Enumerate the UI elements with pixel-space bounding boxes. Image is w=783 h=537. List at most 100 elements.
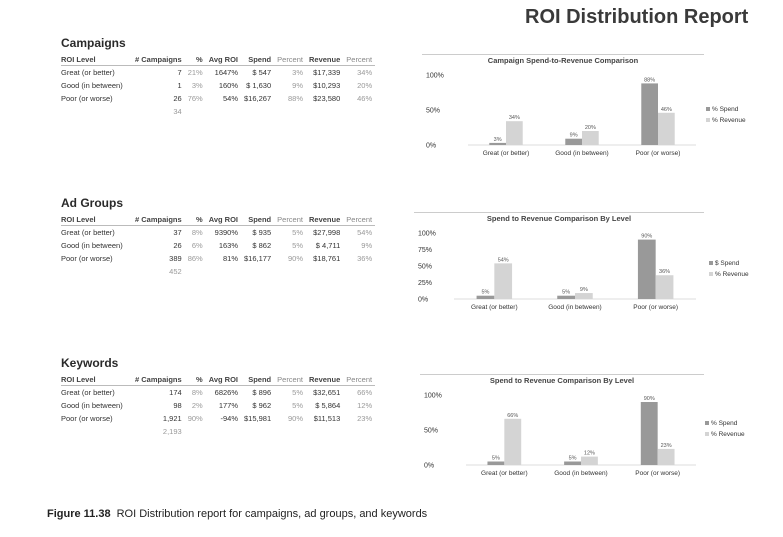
table-cell: 2% [191, 401, 203, 410]
table-cell: 9% [292, 81, 303, 90]
col-header: ROI Level [61, 374, 132, 386]
legend-swatch [709, 272, 713, 277]
table-cell: 36% [357, 254, 373, 263]
table-cell: 9% [361, 241, 373, 250]
legend-item-revenue: % Revenue [706, 117, 746, 128]
y-tick-label: 100% [424, 393, 442, 400]
col-header: Revenue [306, 374, 344, 386]
table-cell: 160% [218, 81, 239, 90]
ad-groups-section: Ad Groups ROI Level # Campaigns % Avg RO… [0, 196, 783, 361]
table-cell: 177% [218, 401, 239, 410]
legend-swatch [706, 107, 710, 112]
roi-table: ROI Level # Campaigns % Avg ROI Spend Pe… [61, 374, 376, 438]
report-title: ROI Distribution Report [525, 6, 749, 28]
table-cell: 90% [187, 414, 203, 423]
y-tick-label: 0% [418, 297, 428, 304]
legend-label: % Spend [711, 420, 738, 427]
table-cell: 1,921 [162, 414, 182, 423]
total-spacer [185, 425, 375, 438]
table-cell: 1647% [214, 68, 239, 77]
table-row: Great (or better) 37 8% 9390% $ 935 5% $… [61, 226, 375, 240]
y-tick-label: 0% [426, 143, 436, 150]
bar [582, 131, 599, 145]
col-header: % [184, 54, 206, 66]
table-cell: Great (or better) [61, 228, 115, 237]
bar-value-label: 3% [494, 137, 502, 143]
bar [494, 263, 513, 299]
category-label: Great (or better) [483, 150, 530, 157]
y-tick-label: 50% [426, 108, 440, 115]
bar-value-label: 36% [659, 269, 670, 275]
table-cell: 34% [357, 68, 373, 77]
col-header: Avg ROI [205, 374, 242, 386]
table-cell: $11,513 [313, 414, 341, 423]
section-title: Ad Groups [61, 196, 123, 210]
legend-item-spend: % Spend [706, 106, 746, 117]
spend-revenue-chart: Spend to Revenue Comparison By Level 100… [414, 212, 704, 317]
bar-value-label: 90% [641, 234, 652, 240]
table-cell: 20% [357, 81, 373, 90]
table-cell: 174 [169, 388, 182, 397]
bar [581, 456, 598, 465]
bar [487, 461, 505, 465]
table-header-row: ROI Level # Campaigns % Avg ROI Spend Pe… [61, 374, 376, 386]
col-header: Revenue [306, 214, 344, 226]
bar-value-label: 5% [492, 456, 500, 462]
legend-item-revenue: % Revenue [709, 271, 749, 282]
bar-value-label: 46% [661, 107, 672, 113]
bar-value-label: 9% [580, 287, 588, 293]
table-cell: 37 [173, 228, 182, 237]
bar-value-label: 9% [570, 133, 578, 139]
category-label: Poor (or worse) [636, 150, 681, 157]
table-cell: 23% [357, 414, 373, 423]
table-cell: $ 896 [252, 388, 272, 397]
roi-table: ROI Level # Campaigns % Avg ROI Spend Pe… [61, 214, 376, 278]
legend-swatch [706, 118, 710, 123]
bar-chart-svg: 100% 50% 0% 3% 34% Great (or better) 9% 20% Good… [426, 73, 696, 157]
chart-legend: % Spend % Revenue [706, 106, 746, 128]
bar-chart-svg: 100% 50% 0% 5% 66% Great (or better) 5% 12% Good… [424, 393, 696, 477]
table-cell: Poor (or worse) [61, 94, 113, 103]
section-title: Keywords [61, 356, 119, 370]
legend-swatch [705, 432, 709, 437]
col-header: Percent [343, 374, 376, 386]
table-header-row: ROI Level # Campaigns % Avg ROI Spend Pe… [61, 54, 376, 66]
category-label: Great (or better) [481, 470, 528, 477]
table-cell: 389 [169, 254, 182, 263]
bar [504, 418, 522, 465]
bar [565, 138, 582, 145]
y-tick-label: 100% [418, 231, 436, 238]
bar-value-label: 66% [507, 413, 518, 419]
table-cell: Great (or better) [61, 68, 115, 77]
total-spacer [61, 265, 132, 278]
table-cell: $ 5,864 [315, 401, 341, 410]
bar-value-label: 23% [661, 443, 672, 449]
bar-value-label: 34% [509, 115, 520, 121]
table-cell: 7 [177, 68, 182, 77]
legend-item-spend: $ Spend [709, 260, 749, 271]
table-cell: 86% [187, 254, 203, 263]
table-cell: 66% [357, 388, 373, 397]
table-cell: $10,293 [313, 81, 341, 90]
bar [637, 239, 656, 299]
bar-value-label: 88% [644, 77, 655, 83]
table-cell: 6% [191, 241, 203, 250]
category-label: Good (in between) [548, 304, 601, 311]
bar-value-label: 90% [644, 396, 655, 402]
col-header: ROI Level [61, 54, 132, 66]
bar-value-label: 5% [569, 456, 577, 462]
table-cell: 26 [173, 94, 182, 103]
table-cell: 54% [357, 228, 373, 237]
y-tick-label: 100% [426, 73, 444, 80]
col-header: Percent [343, 214, 376, 226]
table-cell: Good (in between) [61, 81, 123, 90]
y-tick-label: 50% [424, 428, 438, 435]
col-header: % [184, 214, 206, 226]
bar [657, 448, 675, 465]
table-cell: 21% [187, 68, 203, 77]
total-spacer [61, 105, 132, 118]
col-header: Spend [241, 54, 275, 66]
table-cell: 3% [191, 81, 203, 90]
table-cell: $17,339 [313, 68, 341, 77]
table-cell: $ 547 [252, 68, 272, 77]
